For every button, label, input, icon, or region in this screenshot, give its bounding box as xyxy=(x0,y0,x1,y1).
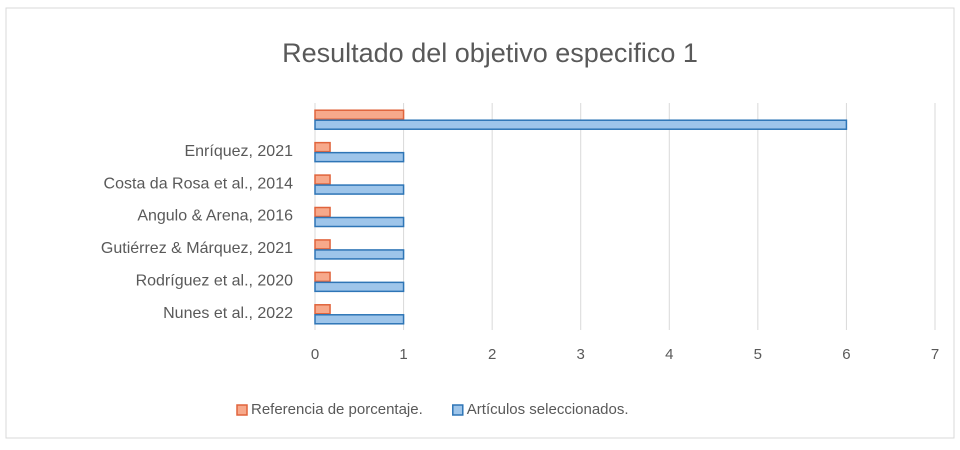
chart-frame xyxy=(5,7,955,439)
bar xyxy=(314,314,405,325)
x-tick-label: 2 xyxy=(488,346,496,363)
bar xyxy=(314,239,331,250)
legend-swatch xyxy=(236,404,248,416)
bar xyxy=(314,304,331,315)
legend-swatch xyxy=(452,404,464,416)
bar xyxy=(314,174,331,185)
y-tick-label: Costa da Rosa et al., 2014 xyxy=(104,175,294,192)
bar xyxy=(314,249,405,260)
x-tick-label: 3 xyxy=(577,346,585,363)
bar xyxy=(314,141,331,153)
x-tick-label: 5 xyxy=(754,346,762,363)
legend-label: Artículos seleccionados. xyxy=(467,401,629,418)
x-tick-label: 4 xyxy=(665,346,673,363)
x-tick-label: 1 xyxy=(399,346,407,363)
bar xyxy=(314,271,331,283)
bar xyxy=(314,281,405,293)
bar xyxy=(314,184,405,195)
bar xyxy=(314,109,405,120)
y-tick-label: Nunes et al., 2022 xyxy=(163,305,293,322)
y-tick-label: Rodríguez et al., 2020 xyxy=(136,273,294,290)
x-tick-label: 7 xyxy=(931,346,939,363)
chart-title: Resultado del objetivo especifico 1 xyxy=(282,38,698,68)
bar xyxy=(314,206,331,218)
y-tick-label: Gutiérrez & Márquez, 2021 xyxy=(101,240,293,257)
bar xyxy=(314,119,848,130)
bar xyxy=(314,151,405,163)
x-tick-label: 0 xyxy=(311,346,319,363)
x-tick-label: 6 xyxy=(842,346,850,363)
legend-label: Referencia de porcentaje. xyxy=(251,401,423,418)
y-tick-label: Enríquez, 2021 xyxy=(184,143,293,160)
y-tick-label: Angulo & Arena, 2016 xyxy=(137,208,293,225)
bar xyxy=(314,216,405,228)
